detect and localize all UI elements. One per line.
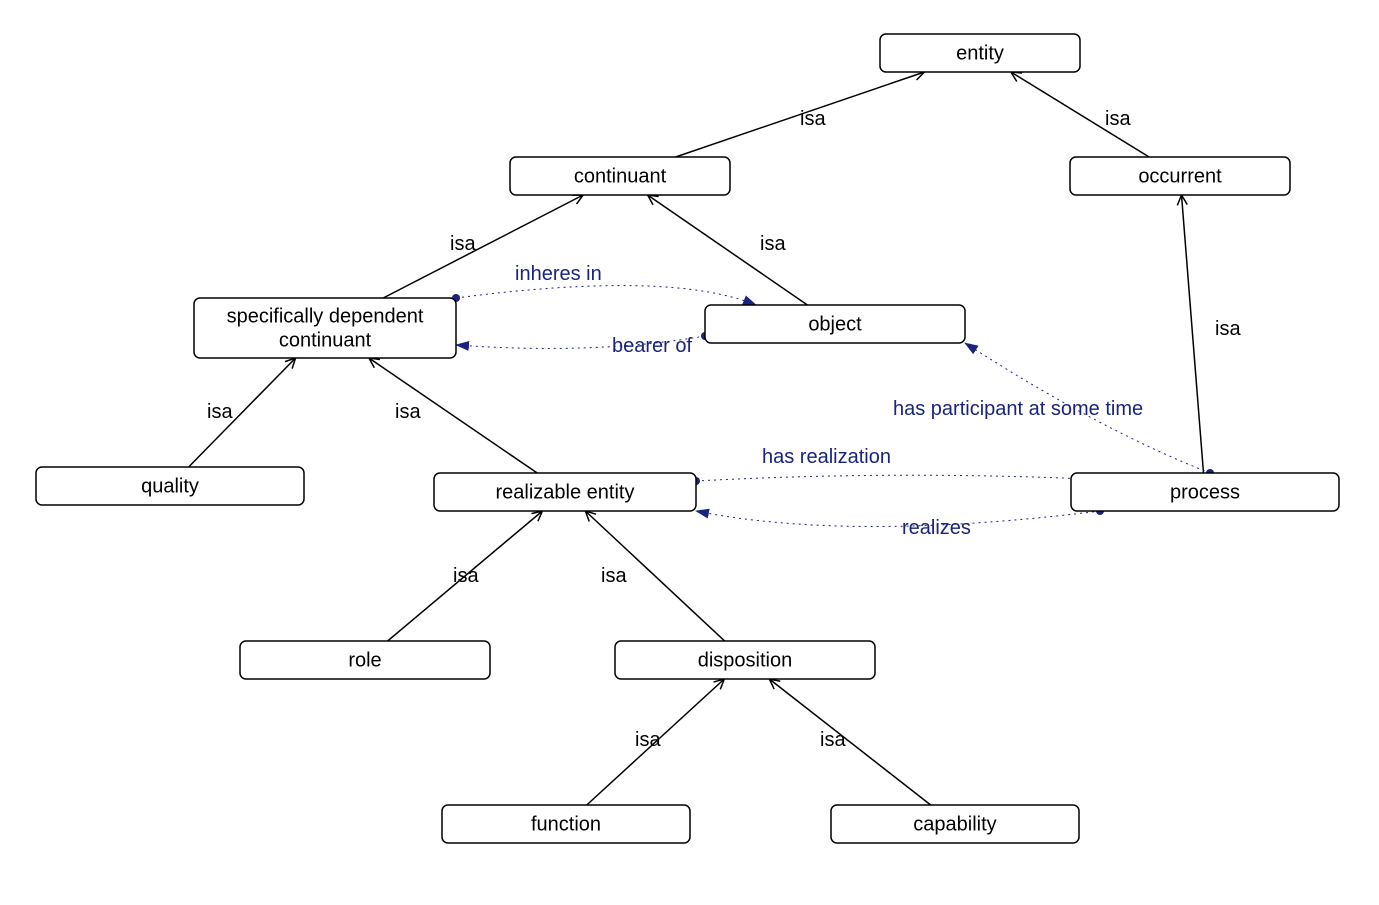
isa-label: isa [800, 108, 826, 130]
node-label: disposition [698, 649, 793, 671]
isa-label: isa [1215, 318, 1241, 340]
isa-label: isa [820, 729, 846, 751]
node-label: realizable entity [496, 481, 635, 503]
isa-label: isa [453, 565, 479, 587]
node-label: continuant [574, 165, 667, 187]
nodes-group: entity continuant occurrent specifically de… [36, 34, 1339, 843]
relation-label-has_realization: has realization [762, 446, 891, 468]
node-capability: capability [831, 805, 1079, 843]
isa-edge-capability-disposition [769, 679, 930, 805]
node-label: continuant [279, 329, 372, 351]
isa-label: isa [760, 233, 786, 255]
node-label: process [1170, 481, 1240, 503]
relation-label-has_participant: has participant at some time [893, 398, 1143, 420]
node-function: function [442, 805, 690, 843]
node-label: capability [913, 813, 996, 835]
ontology-diagram: isa isa isa isa isa isa isa isa isa isa isa inhere… [0, 0, 1379, 905]
isa-label: isa [207, 401, 233, 423]
node-quality: quality [36, 467, 304, 505]
relation-label-inheres_in: inheres in [515, 263, 602, 285]
relation-edge-realizes [696, 511, 1100, 527]
isa-label: isa [635, 729, 661, 751]
relation-edge-has_realization [696, 475, 1110, 481]
node-realizable: realizable entity [434, 473, 696, 511]
node-continuant: continuant [510, 157, 730, 195]
node-entity: entity [880, 34, 1080, 72]
isa-label: isa [395, 401, 421, 423]
node-process: process [1071, 473, 1339, 511]
isa-label: isa [601, 565, 627, 587]
isa-edge-quality-sdc [189, 358, 296, 467]
node-sdc: specifically dependentcontinuant [194, 298, 456, 358]
relation-edge-inheres_in [456, 286, 756, 305]
node-label: quality [141, 475, 199, 497]
node-occurrent: occurrent [1070, 157, 1290, 195]
isa-label: isa [1105, 108, 1131, 130]
node-disposition: disposition [615, 641, 875, 679]
node-label: occurrent [1138, 165, 1222, 187]
node-role: role [240, 641, 490, 679]
node-label: specifically dependent [227, 305, 424, 327]
relation-label-realizes: realizes [902, 517, 971, 539]
node-label: entity [956, 42, 1004, 64]
isa-label: isa [450, 233, 476, 255]
isa-edge-process-occurrent [1182, 195, 1204, 473]
node-label: object [808, 313, 862, 335]
relation-label-bearer_of: bearer of [612, 335, 692, 357]
node-label: role [348, 649, 381, 671]
node-label: function [531, 813, 601, 835]
node-object: object [705, 305, 965, 343]
